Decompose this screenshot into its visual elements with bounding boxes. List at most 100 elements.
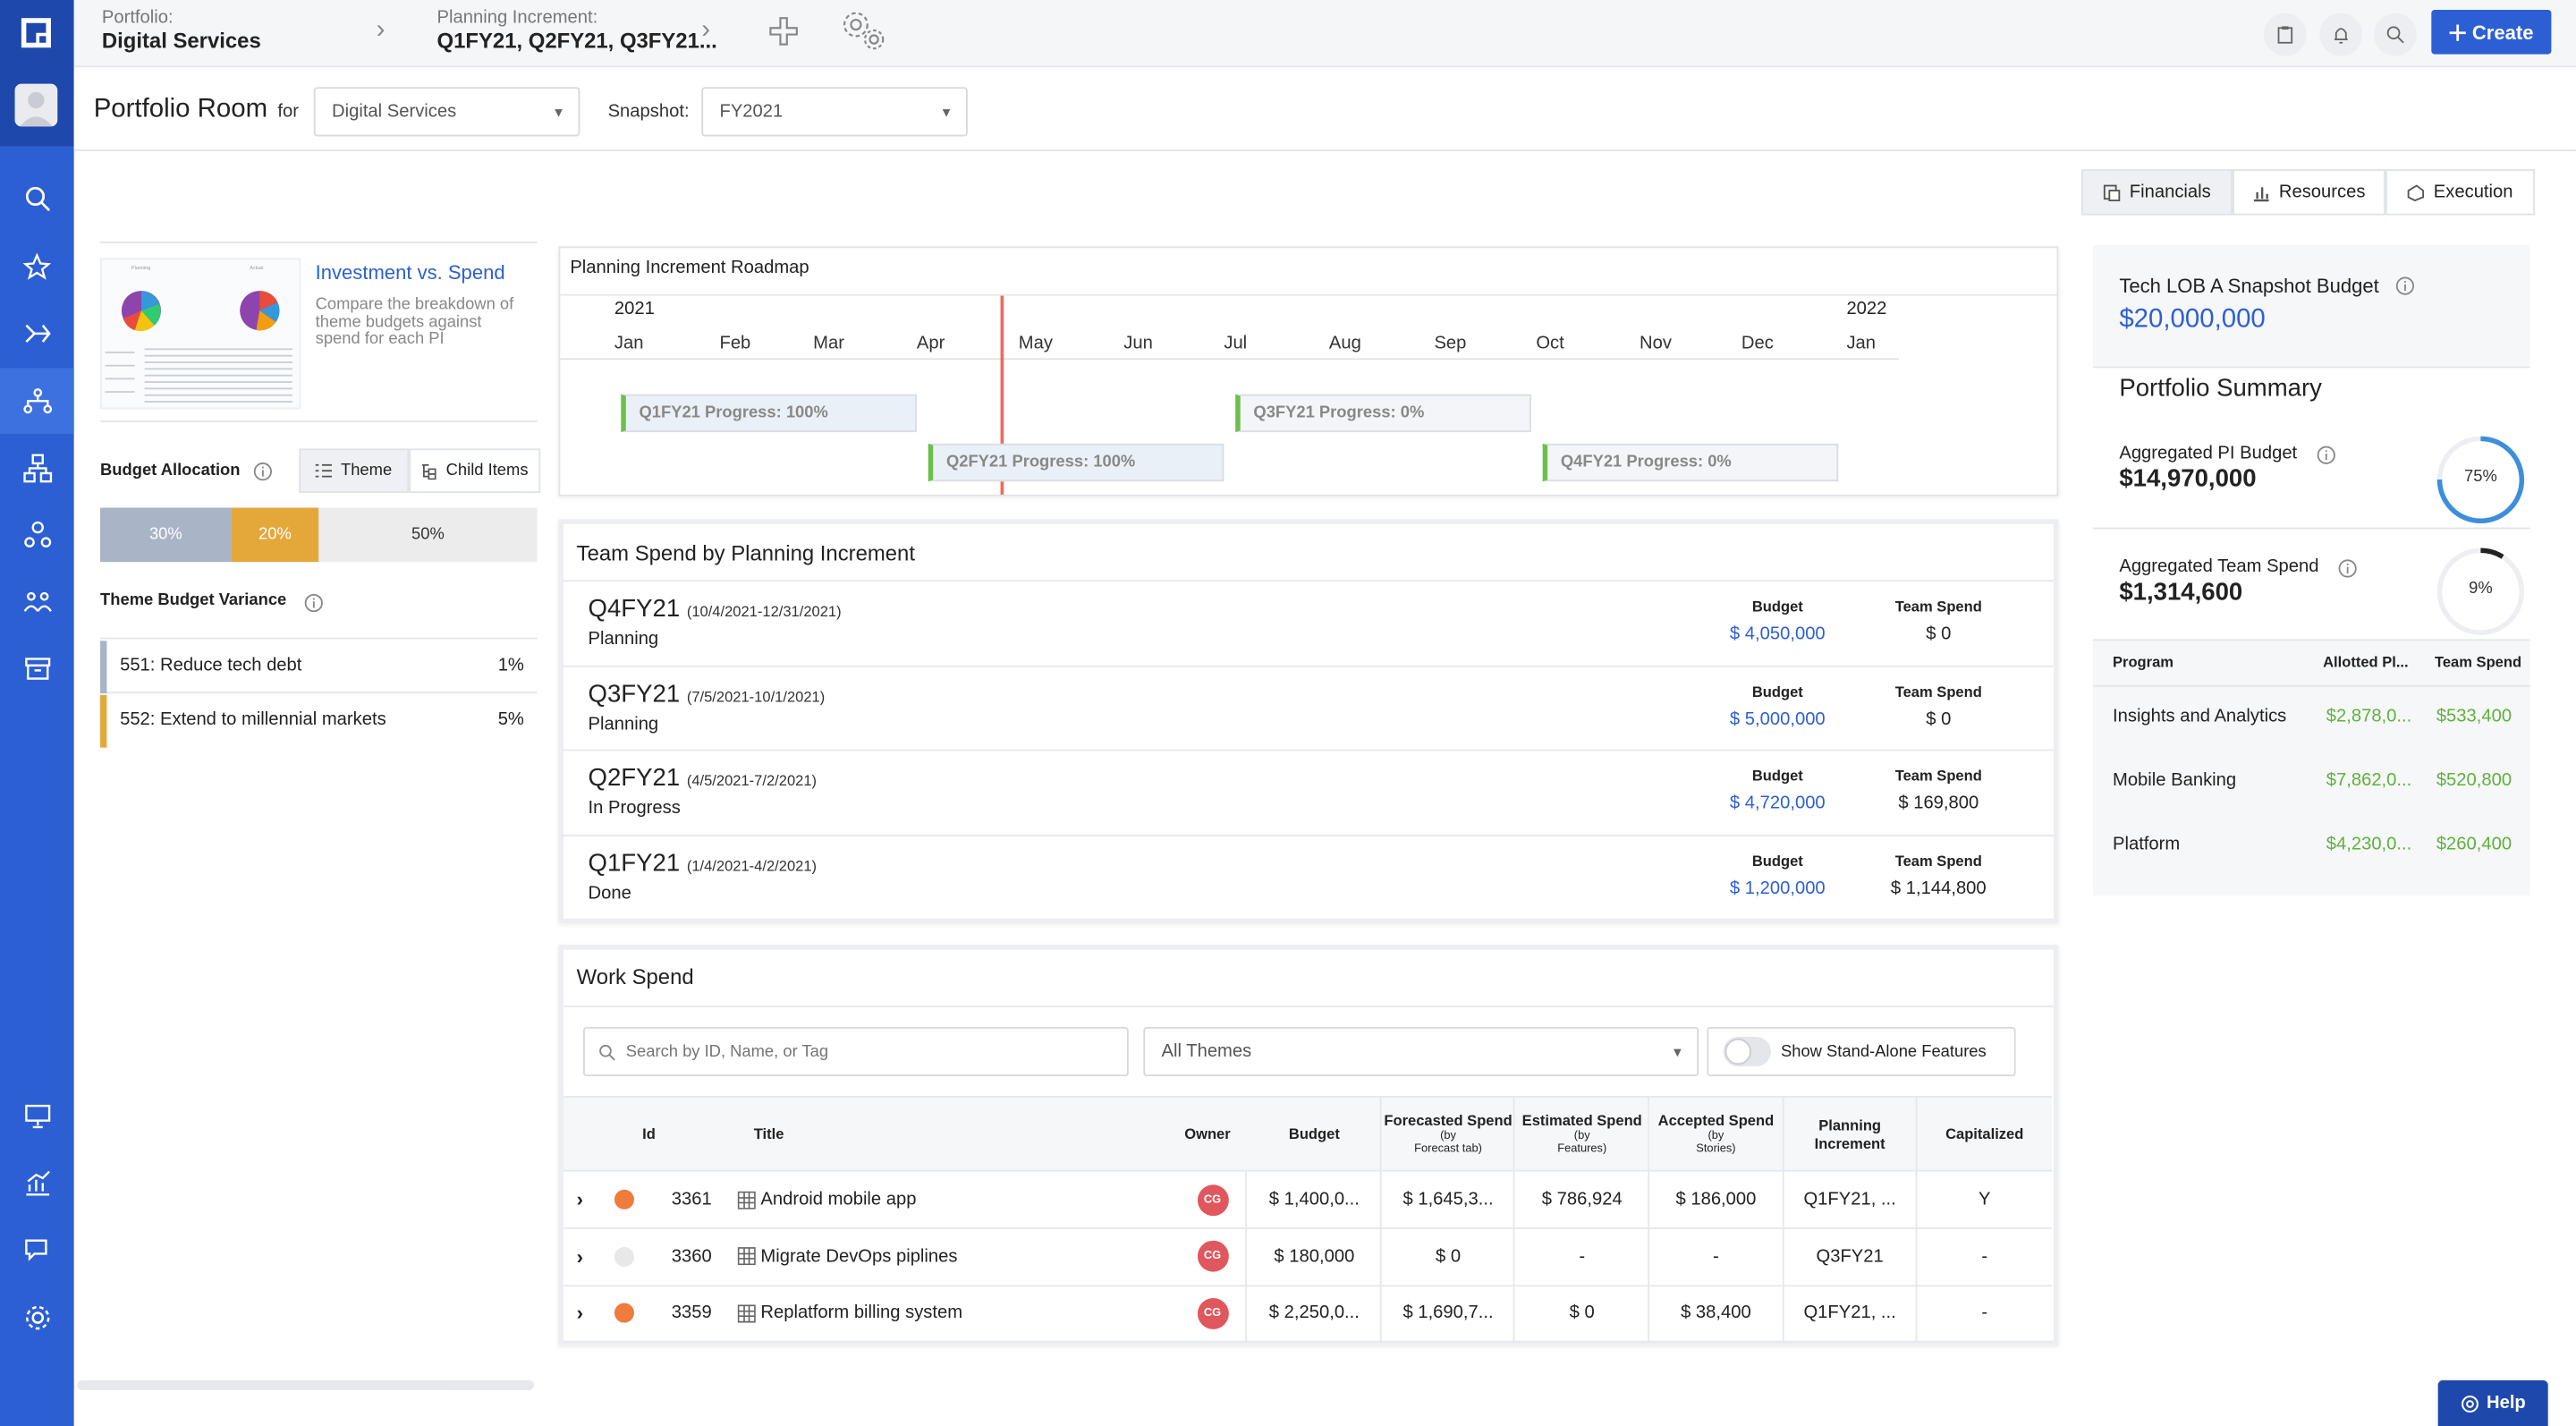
col-header-accepted[interactable]: Accepted Spend (by Stories) <box>1649 1098 1783 1172</box>
investment-vs-spend-thumbnail[interactable]: Planning Actual <box>100 258 301 410</box>
investment-vs-spend-description: Compare the breakdown of theme budgets a… <box>315 295 514 349</box>
create-button[interactable]: Create <box>2431 10 2552 55</box>
info-icon[interactable] <box>253 460 273 489</box>
bell-icon[interactable] <box>2319 13 2363 56</box>
divider <box>100 241 538 243</box>
pi-bar-q2fy21[interactable]: Q2FY21 Progress: 100% <box>928 443 1224 482</box>
pi-status: Done <box>588 883 631 904</box>
pi-bar-q4fy21[interactable]: Q4FY21 Progress: 0% <box>1542 443 1839 482</box>
star-icon[interactable] <box>0 233 74 299</box>
owner-cell[interactable]: CG <box>1191 1228 1234 1284</box>
col-header-program[interactable]: Program <box>2112 654 2174 671</box>
allocation-segment-theme-551[interactable]: 30% <box>100 507 232 563</box>
lifebuoy-icon <box>2461 1395 2479 1412</box>
help-button[interactable]: Help <box>2437 1379 2548 1426</box>
tab-financials[interactable]: Financials <box>2081 169 2233 216</box>
work-id[interactable]: 3361 <box>671 1189 712 1210</box>
allocation-segment-theme-552[interactable]: 20% <box>231 507 319 563</box>
roadmap-month-label: Apr <box>916 333 945 353</box>
snapshot-select[interactable]: FY2021 ▼ <box>701 87 968 137</box>
settings-gear-icon[interactable] <box>0 1285 74 1350</box>
portfolio-hierarchy-icon[interactable] <box>0 368 74 434</box>
owner-cell[interactable]: CG <box>1191 1172 1234 1227</box>
col-header-team-spend[interactable]: Team Spend <box>2434 654 2522 671</box>
standalone-toggle-switch[interactable] <box>1723 1036 1771 1067</box>
col-header-forecasted[interactable]: Forecasted Spend (by Forecast tab) <box>1382 1098 1515 1172</box>
portfolio-select[interactable]: Digital Services ▼ <box>313 87 580 137</box>
tab-resources[interactable]: Resources <box>2233 169 2385 216</box>
tab-execution[interactable]: Execution <box>2385 169 2536 216</box>
teams-icon[interactable] <box>0 568 74 633</box>
owner-cell[interactable]: CG <box>1191 1285 1234 1340</box>
strategy-icon[interactable] <box>0 301 74 366</box>
horizontal-scrollbar[interactable] <box>77 1379 534 1390</box>
variance-row[interactable]: 552: Extend to millennial markets 5% <box>100 694 538 748</box>
configure-gears-icon[interactable] <box>840 8 889 63</box>
pi-bar-label: Q2FY21 Progress: 100% <box>945 453 1136 472</box>
work-title-cell[interactable]: Migrate DevOps piplines <box>737 1228 1165 1284</box>
clipboard-icon[interactable] <box>2263 13 2307 56</box>
network-icon[interactable] <box>0 501 74 566</box>
user-avatar-area[interactable] <box>0 65 74 147</box>
col-header-title[interactable]: Title <box>753 1125 784 1143</box>
info-icon[interactable] <box>2317 444 2336 473</box>
work-id[interactable]: 3359 <box>671 1303 712 1323</box>
pi-team-spend: $ 0 <box>1926 709 1952 729</box>
col-header-pi[interactable]: Planning Increment <box>1814 1117 1885 1151</box>
avatar[interactable] <box>14 83 58 127</box>
row-divider <box>563 1340 2053 1343</box>
expand-chevron-icon[interactable]: › <box>576 1244 584 1269</box>
portfolio-value: Digital Services <box>101 28 261 53</box>
pi-spend-row[interactable]: Q1FY21 (1/4/2021-4/2/2021) Done Budget $ 1,… <box>562 834 2054 918</box>
col-header-capitalized[interactable]: Capitalized <box>1945 1125 2024 1143</box>
toggle-theme[interactable]: Theme <box>299 448 410 494</box>
search-input[interactable] <box>625 1042 1103 1061</box>
col-header-owner[interactable]: Owner <box>1184 1125 1231 1143</box>
search-icon[interactable] <box>2374 13 2417 56</box>
col-header-estimated[interactable]: Estimated Spend (by Features) <box>1516 1098 1648 1172</box>
roadmap-year-end: 2022 <box>1846 299 1887 319</box>
work-title-cell[interactable]: Android mobile app <box>737 1172 1165 1227</box>
pi-spend-row[interactable]: Q2FY21 (4/5/2021-7/2/2021) In Progress Bud… <box>562 749 2054 834</box>
info-icon[interactable] <box>2338 557 2358 587</box>
roadmap-month-label: Oct <box>1536 333 1564 353</box>
themes-select[interactable]: All Themes ▼ <box>1143 1026 1699 1077</box>
chat-icon[interactable] <box>0 1218 74 1283</box>
add-icon[interactable] <box>769 16 799 54</box>
pi-budget: $ 1,200,000 <box>1729 878 1826 898</box>
pi-dates: (10/4/2021-12/31/2021) <box>686 603 842 620</box>
col-header-id[interactable]: Id <box>642 1125 656 1143</box>
search-icon[interactable] <box>0 166 74 232</box>
budget-header: Budget <box>1751 767 1803 785</box>
info-icon[interactable] <box>2395 275 2415 304</box>
hierarchy-icon <box>422 463 437 480</box>
investment-vs-spend-link[interactable]: Investment vs. Spend <box>315 261 505 284</box>
budget-header: Budget <box>1751 598 1803 615</box>
col-header-allotted[interactable]: Allotted Pl... <box>2323 654 2409 671</box>
expand-chevron-icon[interactable]: › <box>576 1301 584 1325</box>
pi-bar-q1fy21[interactable]: Q1FY21 Progress: 100% <box>621 394 917 433</box>
pi-spend-row[interactable]: Q4FY21 (10/4/2021-12/31/2021) Planning Bud… <box>562 580 2054 664</box>
work-title: Android mobile app <box>760 1189 917 1210</box>
reports-chart-icon[interactable] <box>0 1150 74 1216</box>
archive-icon[interactable] <box>0 636 74 701</box>
app-logo[interactable] <box>0 0 74 66</box>
variance-row[interactable]: 551: Reduce tech debt 1% <box>100 641 538 694</box>
expand-chevron-icon[interactable]: › <box>576 1187 584 1211</box>
toggle-child-items[interactable]: Child Items <box>409 448 541 494</box>
roadmap-month-label: Nov <box>1640 333 1672 353</box>
allocation-segment-unallocated[interactable]: 50% <box>318 507 538 563</box>
work-search-field[interactable] <box>583 1026 1129 1077</box>
standalone-toggle-container[interactable]: Show Stand-Alone Features <box>1707 1026 2016 1077</box>
presentation-icon[interactable] <box>0 1082 74 1148</box>
portfolio-breadcrumb[interactable]: Portfolio: Digital Services <box>102 8 261 53</box>
work-title-cell[interactable]: Replatform billing system <box>737 1285 1165 1340</box>
org-chart-icon[interactable] <box>0 436 74 501</box>
work-id[interactable]: 3360 <box>671 1246 712 1267</box>
pi-bar-q3fy21[interactable]: Q3FY21 Progress: 0% <box>1235 394 1531 433</box>
pi-spend-row[interactable]: Q3FY21 (7/5/2021-10/1/2021) Planning Budge… <box>562 664 2054 749</box>
pi-breadcrumb[interactable]: Planning Increment: Q1FY21, Q2FY21, Q3FY… <box>437 8 717 53</box>
col-header-budget[interactable]: Budget <box>1288 1125 1340 1143</box>
info-icon[interactable] <box>304 591 324 621</box>
roadmap-month-label: Mar <box>813 333 844 353</box>
